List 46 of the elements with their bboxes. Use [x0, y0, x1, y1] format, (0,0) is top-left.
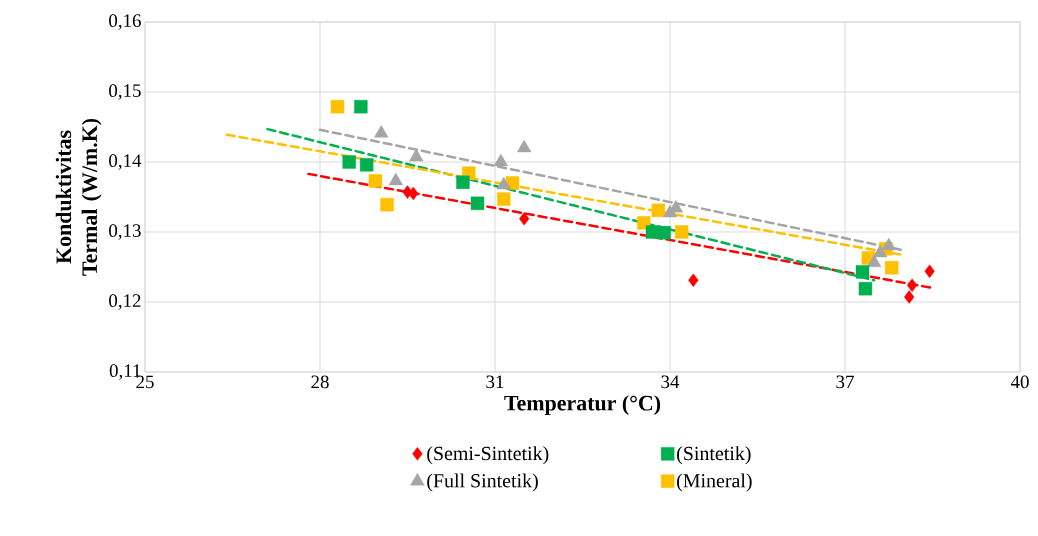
- point: [881, 237, 896, 251]
- point: [858, 282, 873, 296]
- y-tick-label: 0,15: [109, 84, 141, 100]
- x-tick-label: 28: [311, 375, 329, 389]
- y-axis-title: Konduktivitas Termal (W/m.K): [55, 118, 102, 276]
- point: [497, 192, 511, 206]
- legend-label: (Sintetik): [677, 446, 751, 465]
- point: [904, 290, 915, 304]
- y-tick-label: 0,12: [109, 294, 141, 310]
- point: [380, 198, 394, 212]
- point: [674, 225, 689, 239]
- x-tick-label: 40: [1010, 375, 1029, 389]
- point: [519, 212, 530, 226]
- point: [651, 203, 666, 217]
- point: [688, 273, 699, 287]
- point: [855, 265, 870, 279]
- legend-label: (Full Sintetik): [427, 473, 538, 492]
- point: [408, 186, 419, 201]
- point: [517, 139, 532, 153]
- point: [330, 100, 345, 114]
- point: [374, 125, 389, 138]
- point: [368, 174, 383, 188]
- point: [409, 148, 424, 162]
- point: [907, 278, 918, 292]
- point: [388, 172, 403, 186]
- x-tick-label: 34: [661, 375, 680, 389]
- point: [359, 158, 374, 172]
- y-tick-label: 0,14: [109, 154, 142, 170]
- y-tick-label: 0,16: [109, 14, 141, 30]
- y-tick-label: 0,13: [109, 224, 141, 240]
- point: [884, 261, 899, 275]
- point: [657, 226, 671, 240]
- legend-label: (Mineral): [677, 473, 752, 492]
- point: [662, 204, 678, 218]
- point: [354, 100, 368, 114]
- point: [342, 155, 356, 169]
- point: [496, 176, 511, 190]
- point: [924, 264, 935, 278]
- x-tick-label: 37: [836, 375, 854, 389]
- point: [493, 153, 508, 167]
- point: [470, 196, 485, 210]
- point: [456, 175, 470, 189]
- point: [872, 244, 888, 258]
- x-axis-title: Temperatur (°C): [504, 395, 661, 416]
- x-tick-label: 31: [486, 375, 504, 389]
- legend-label: (Semi-Sintetik): [427, 446, 549, 465]
